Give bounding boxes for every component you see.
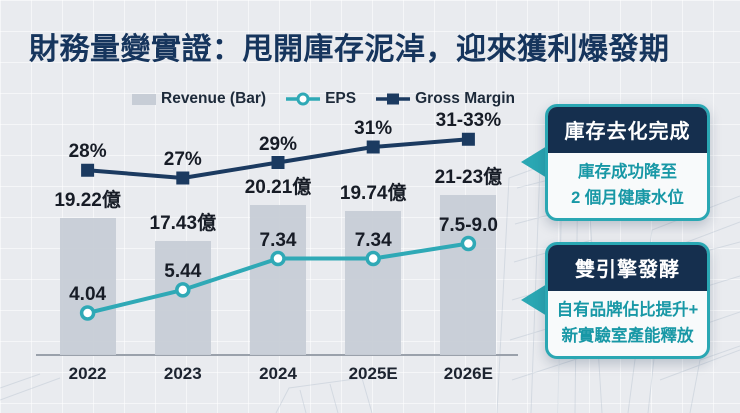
revenue-value-label: 17.43億 xyxy=(149,213,217,235)
callout-arrow-left-icon xyxy=(521,284,547,316)
revenue-value-label: 21-23億 xyxy=(434,167,503,189)
x-axis-label-2023: 2023 xyxy=(163,364,202,383)
legend-item-gross-margin: Gross Margin xyxy=(376,90,515,108)
eps-marker-icon xyxy=(365,250,381,267)
gross-margin-value-label: 27% xyxy=(163,149,202,170)
legend-revenue-label: Revenue (Bar) xyxy=(161,90,267,107)
revenue-bar-2026E xyxy=(440,195,497,355)
revenue-value-label: 19.22億 xyxy=(54,190,121,212)
eps-value-label: 7.5-9.0 xyxy=(438,214,498,236)
callout-inventory-line2: 2 個月健康水位 xyxy=(571,188,684,207)
page-title: 財務量變實證：甩開庫存泥淖，迎來獲利爆發期 xyxy=(29,33,670,66)
callout-dual-engine-line2: 新實驗室產能釋放 xyxy=(561,326,694,345)
callout-dual-engine: 雙引擎發酵 自有品牌佔比提升+ 新實驗室產能釋放 xyxy=(545,242,710,360)
revenue-bar-2024 xyxy=(250,205,306,355)
eps-marker-icon xyxy=(175,282,191,298)
x-axis-label-2022: 2022 xyxy=(68,364,107,383)
callout-inventory-header: 庫存去化完成 xyxy=(548,107,707,153)
gross-margin-marker-icon xyxy=(176,171,190,185)
x-axis-label-2025E: 2025E xyxy=(348,364,398,383)
eps-value-label: 4.04 xyxy=(69,284,107,305)
gross-margin-marker-icon xyxy=(81,163,95,177)
eps-value-label: 5.44 xyxy=(164,260,202,282)
gross-margin-value-label: 31-33% xyxy=(435,110,502,132)
callout-inventory-line1: 庫存成功降至 xyxy=(578,163,677,181)
revenue-bar-2022 xyxy=(59,218,116,355)
gross-margin-value-label: 28% xyxy=(68,141,107,163)
x-axis-label-2024: 2024 xyxy=(259,364,297,383)
eps-marker-icon xyxy=(270,250,286,267)
gross-margin-value-label: 31% xyxy=(354,118,393,139)
legend-item-eps: EPS xyxy=(286,90,356,108)
revenue-bar-2023 xyxy=(154,241,211,355)
revenue-value-label: 19.74億 xyxy=(339,183,407,205)
revenue-bar-2025E xyxy=(345,211,402,355)
revenue-value-label: 20.21億 xyxy=(244,177,312,199)
eps-marker-icon xyxy=(460,235,477,252)
x-axis-line xyxy=(36,354,518,356)
eps-value-label: 7.34 xyxy=(259,229,297,251)
gross-margin-marker-icon xyxy=(366,140,380,154)
eps-line-swatch-icon xyxy=(286,92,321,106)
legend-eps-label: EPS xyxy=(325,90,357,107)
gross-margin-marker-icon xyxy=(461,132,475,146)
revenue-bar-swatch-icon xyxy=(132,93,156,105)
gross-margin-value-label: 29% xyxy=(258,133,298,155)
legend-gross-margin-label: Gross Margin xyxy=(415,90,516,107)
callout-dual-engine-header: 雙引擎發酵 xyxy=(548,245,707,291)
chart-legend: Revenue (Bar) EPS Gross Margin xyxy=(132,90,515,108)
callout-arrow-left-icon xyxy=(521,146,547,178)
callout-dual-engine-line1: 自有品牌佔比提升+ xyxy=(556,301,699,319)
callout-dual-engine-body: 自有品牌佔比提升+ 新實驗室產能釋放 xyxy=(548,291,707,356)
callout-inventory: 庫存去化完成 庫存成功降至 2 個月健康水位 xyxy=(545,104,710,222)
eps-value-label: 7.34 xyxy=(354,229,392,251)
eps-marker-icon xyxy=(79,305,96,321)
callout-inventory-body: 庫存成功降至 2 個月健康水位 xyxy=(548,153,707,218)
gross-margin-marker-icon xyxy=(271,156,285,169)
x-axis-label-2026E: 2026E xyxy=(443,364,493,383)
legend-item-revenue: Revenue (Bar) xyxy=(132,90,266,108)
gross-margin-line-swatch-icon xyxy=(376,93,411,105)
